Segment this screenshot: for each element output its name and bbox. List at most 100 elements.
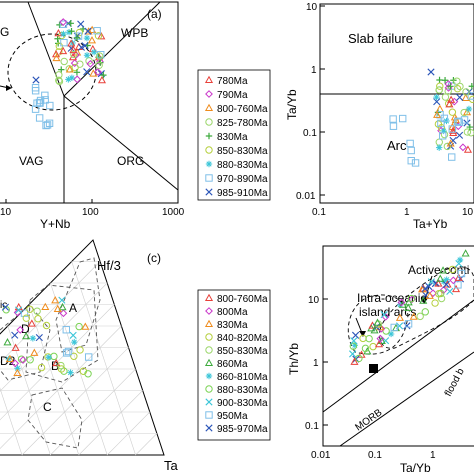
- legend-c-marker: [204, 358, 214, 367]
- panel-a-point: [67, 39, 76, 47]
- panel-c-point: [26, 305, 34, 313]
- panel-d-ytick-label: 0.1: [305, 421, 319, 432]
- panel-c-point: [15, 306, 23, 314]
- panel-c-point: [14, 302, 23, 311]
- panel-c-point: [45, 354, 53, 361]
- panel-b-point: [427, 68, 435, 76]
- panel-b-point: [445, 100, 454, 108]
- panel-a-point: [81, 42, 89, 50]
- legend-c: 800-760Ma 800Ma 830Ma 840-820Ma 850-830Ma 860…: [197, 289, 271, 441]
- panel-a-points: [31, 18, 107, 130]
- panel-a-point: [84, 27, 92, 35]
- panel-c-point: [60, 367, 68, 375]
- legend-a-marker: [204, 75, 214, 84]
- panel-b-point: [448, 125, 456, 133]
- panel-d-point: [374, 340, 384, 348]
- legend-a-label: 790Ma: [217, 90, 248, 101]
- panel-a-point: [74, 32, 83, 40]
- panel-b-point: [441, 93, 450, 101]
- panel-b-ylabel: Ta/Yb: [285, 89, 299, 120]
- panel-c-point: [58, 296, 66, 304]
- panel-b-point: [459, 143, 467, 152]
- panel-d-point: [452, 284, 461, 293]
- panel-a-point: [36, 96, 45, 105]
- legend-c-label: 985-970Ma: [217, 424, 268, 435]
- panel-d-point: [421, 285, 429, 293]
- panel-d-point: [408, 295, 416, 304]
- panel-b-point: [440, 127, 447, 135]
- panel-b-point: [444, 87, 452, 95]
- panel-d-ytick-label: 1: [313, 358, 319, 369]
- field-label-slab-failure: Slab failure: [348, 31, 413, 46]
- panel-d-point: [442, 280, 450, 289]
- panel-a-point: [83, 52, 91, 59]
- panel-b-xtick-label: 0.1: [312, 207, 326, 218]
- panel-d: Active conti Intra-oceanic island arcs M…: [287, 245, 474, 474]
- panel-d-point: [449, 276, 458, 285]
- panel-a-point: [32, 76, 40, 84]
- panel-d-point: [382, 327, 390, 335]
- panel-d-frame: [322, 245, 474, 447]
- legend-a-marker: [205, 174, 213, 182]
- legend-c-marker: [205, 372, 213, 380]
- panel-a-point: [35, 98, 44, 107]
- panel-d-ytick-label: 10: [308, 295, 320, 306]
- legend-a-marker: [205, 160, 213, 168]
- panel-b-point: [467, 129, 474, 137]
- panel-c-point: [34, 315, 42, 323]
- panel-d-point: [403, 322, 411, 330]
- field-label-arc: Arc: [387, 138, 407, 153]
- legend-a-label: 970-890Ma: [217, 174, 268, 185]
- panel-b-point: [438, 132, 447, 140]
- panel-c-point: [69, 331, 77, 339]
- panel-c-point: [57, 365, 66, 373]
- panel-b-point: [466, 123, 474, 131]
- panel-b-point: [443, 117, 450, 125]
- panel-c-point: [57, 361, 65, 370]
- legend-c-box: [197, 289, 271, 441]
- panel-d-xtick-label: 0.1: [368, 450, 382, 461]
- panel-a-point: [83, 34, 91, 42]
- ternary-field-a: [55, 257, 101, 353]
- ternary-field-label-a: A: [69, 301, 77, 315]
- panel-b-point: [398, 114, 407, 123]
- panel-b-point: [436, 82, 444, 90]
- panel-d-point: [390, 323, 398, 332]
- legend-a-label: 780Ma: [217, 76, 248, 87]
- field-label-org: ORG: [117, 154, 144, 168]
- panel-b-ytick-label: 0.01: [296, 191, 316, 202]
- panel-a-point: [65, 29, 73, 36]
- panel-b-point: [463, 145, 473, 153]
- panel-d-point: [387, 330, 395, 338]
- ternary-apex-ta: Ta: [164, 458, 179, 473]
- panel-c-point: [62, 326, 70, 334]
- panel-d-point: [407, 294, 416, 303]
- panel-a-xtick-label: 100: [82, 207, 99, 218]
- panel-b-ytick-label: 1: [311, 65, 317, 76]
- panel-b-point: [389, 122, 398, 130]
- panel-d-point: [454, 281, 462, 289]
- panel-b-point: [461, 93, 470, 101]
- ternary-field-d: [0, 304, 51, 381]
- panel-c-point: [50, 352, 58, 361]
- panel-d-point: [349, 342, 358, 350]
- panel-a-point: [73, 34, 81, 42]
- panel-c-point: [52, 358, 61, 367]
- field-label-g: G: [0, 25, 9, 39]
- panel-a-point: [56, 21, 63, 29]
- panel-a-arrowhead: [6, 85, 12, 91]
- legend-a-label: 985-910Ma: [217, 188, 268, 199]
- panel-a-point: [97, 75, 107, 84]
- panel-c-point: [71, 338, 78, 346]
- panel-a-point: [54, 35, 61, 42]
- panel-b-xtick-label: 1: [404, 207, 410, 218]
- panel-b-frame: [319, 3, 474, 204]
- legend-c-marker: [205, 346, 213, 354]
- panel-a-point: [31, 105, 40, 113]
- legend-c-label: 950Ma: [217, 411, 248, 422]
- panel-d-point: [351, 331, 360, 339]
- panel-d-point: [436, 274, 445, 282]
- panel-a-point: [60, 57, 68, 66]
- panel-c-points: [1, 296, 93, 378]
- panel-a-point: [59, 46, 68, 55]
